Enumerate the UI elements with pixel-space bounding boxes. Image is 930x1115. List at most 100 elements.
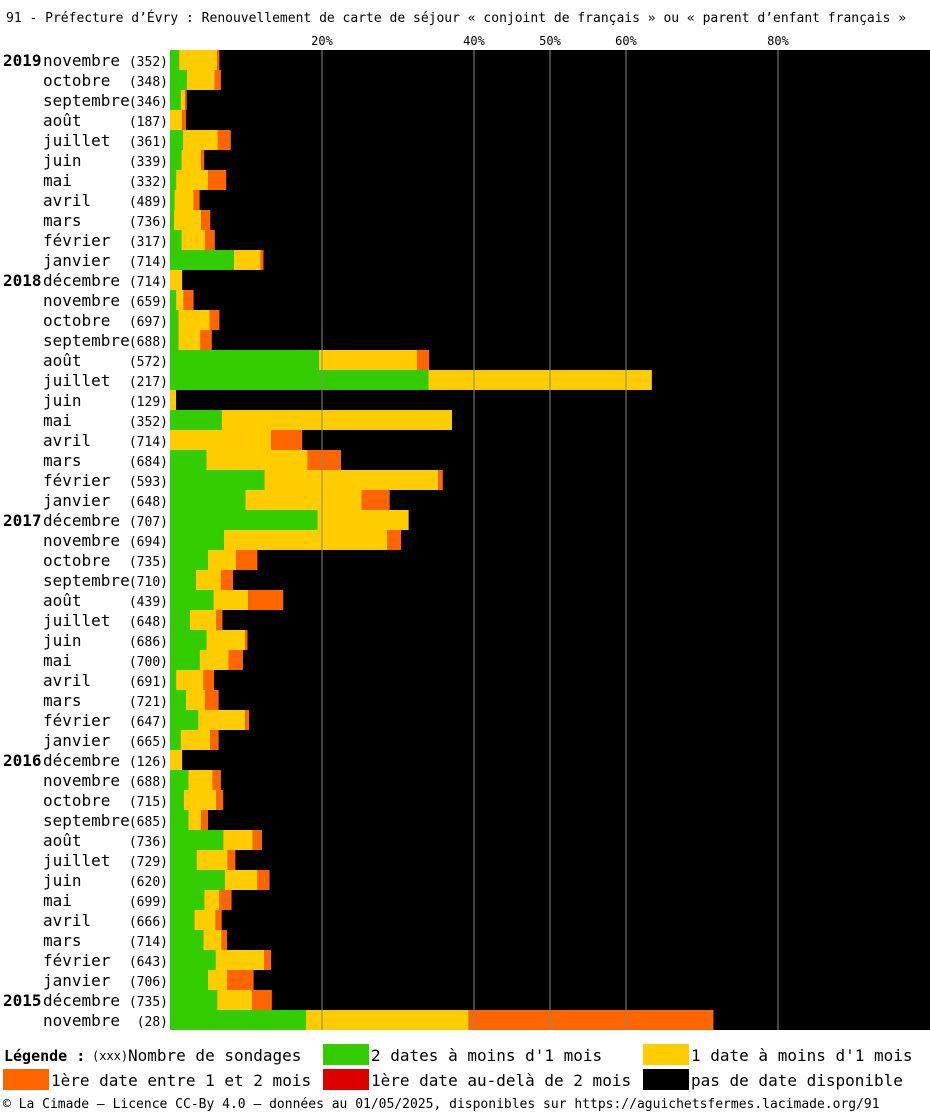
month-label: juillet xyxy=(43,851,110,870)
bar-segment xyxy=(206,630,246,650)
bar-segment xyxy=(428,370,652,390)
bar-segment xyxy=(203,670,215,690)
legend-label-yellow: 1 date à moins d'1 mois xyxy=(691,1046,913,1065)
bar-segment xyxy=(183,790,217,810)
month-label: décembre xyxy=(43,271,120,290)
month-label: novembre xyxy=(43,531,120,550)
bar-segment xyxy=(170,170,177,190)
legend-count-label: Nombre de sondages xyxy=(128,1046,302,1065)
bar-segment xyxy=(170,130,183,150)
bar-segment xyxy=(215,910,222,930)
bar-segment xyxy=(181,230,205,250)
count-label: (339) xyxy=(129,155,168,170)
month-label: septembre xyxy=(43,571,130,590)
year-label: 2018 xyxy=(3,271,42,290)
bar-segment xyxy=(170,430,272,450)
bar-segment xyxy=(210,730,219,750)
bar-segment xyxy=(189,610,217,630)
month-label: février xyxy=(43,471,111,490)
bar-segment xyxy=(245,710,250,730)
bar-segment xyxy=(170,550,208,570)
month-label: mai xyxy=(43,171,72,190)
x-tick-label: 60% xyxy=(615,34,637,48)
bar-segment xyxy=(204,690,219,710)
bar-segment xyxy=(180,730,211,750)
count-label: (317) xyxy=(129,235,168,250)
count-label: (666) xyxy=(129,915,168,930)
bar-segment xyxy=(170,990,218,1010)
bar-segment xyxy=(233,250,261,270)
bar-segment xyxy=(170,850,197,870)
bar-segment xyxy=(182,130,218,150)
bar-segment xyxy=(170,490,246,510)
count-label: (735) xyxy=(129,995,168,1010)
bar-segment xyxy=(361,490,390,510)
month-label: mars xyxy=(43,691,82,710)
bar-segment xyxy=(438,470,443,490)
bar-segment xyxy=(208,970,227,990)
bar-segment xyxy=(252,830,262,850)
bar-segment xyxy=(176,170,208,190)
month-label: mai xyxy=(43,651,72,670)
month-label: novembre xyxy=(43,291,120,310)
month-label: février xyxy=(43,951,111,970)
month-label: janvier xyxy=(43,731,111,750)
bar-segment xyxy=(176,290,184,310)
legend-label-black: pas de date disponible xyxy=(691,1071,903,1090)
bar-segment xyxy=(170,270,183,290)
count-label: (620) xyxy=(129,875,168,890)
bar-segment xyxy=(203,930,222,950)
bar-segment xyxy=(468,1010,714,1030)
bar-segment xyxy=(199,650,229,670)
bar-segment xyxy=(245,630,248,650)
bar-segment xyxy=(174,190,194,210)
bar-segment xyxy=(195,570,221,590)
bar-segment xyxy=(170,590,214,610)
count-label: (361) xyxy=(129,135,168,150)
count-label: (643) xyxy=(129,955,168,970)
bar-segment xyxy=(170,610,190,630)
count-label: (729) xyxy=(129,855,168,870)
bar-segment xyxy=(178,330,201,350)
month-label: octobre xyxy=(43,791,110,810)
month-label: juin xyxy=(43,871,82,890)
month-label: mai xyxy=(43,411,72,430)
bar-segment xyxy=(417,350,430,370)
bar-segment xyxy=(307,450,341,470)
bar-segment xyxy=(170,930,204,950)
legend-swatch-black xyxy=(643,1069,689,1090)
count-label: (714) xyxy=(129,935,168,950)
count-label: (489) xyxy=(129,195,168,210)
count-label: (707) xyxy=(129,515,168,530)
bar-segment xyxy=(201,210,211,230)
bar-segment xyxy=(170,870,225,890)
count-label: (686) xyxy=(129,635,168,650)
bar-segment xyxy=(170,1010,307,1030)
month-label: mars xyxy=(43,211,82,230)
bar-segment xyxy=(201,150,205,170)
legend-label-red: 1ère date au-delà de 2 mois xyxy=(371,1071,632,1090)
bar-segment xyxy=(170,350,319,370)
count-label: (714) xyxy=(129,435,168,450)
bar-segment xyxy=(260,250,264,270)
count-label: (572) xyxy=(129,355,168,370)
bar-segment xyxy=(219,890,232,910)
legend-swatch-red xyxy=(323,1069,369,1090)
count-label: (126) xyxy=(129,755,168,770)
bar-segment xyxy=(245,490,362,510)
count-label: (648) xyxy=(129,615,168,630)
bar-segment xyxy=(170,390,177,410)
count-label: (28) xyxy=(137,1015,168,1030)
count-label: (593) xyxy=(129,475,168,490)
bar-segment xyxy=(221,410,452,430)
month-label: février xyxy=(43,711,111,730)
month-label: juin xyxy=(43,151,82,170)
bar-segment xyxy=(180,90,186,110)
bar-segment xyxy=(170,790,184,810)
year-label: 2017 xyxy=(3,511,42,530)
month-label: septembre xyxy=(43,91,130,110)
bar-segment xyxy=(170,450,207,470)
bar-segment xyxy=(170,690,186,710)
month-label: décembre xyxy=(43,751,120,770)
bar-segment xyxy=(236,550,258,570)
